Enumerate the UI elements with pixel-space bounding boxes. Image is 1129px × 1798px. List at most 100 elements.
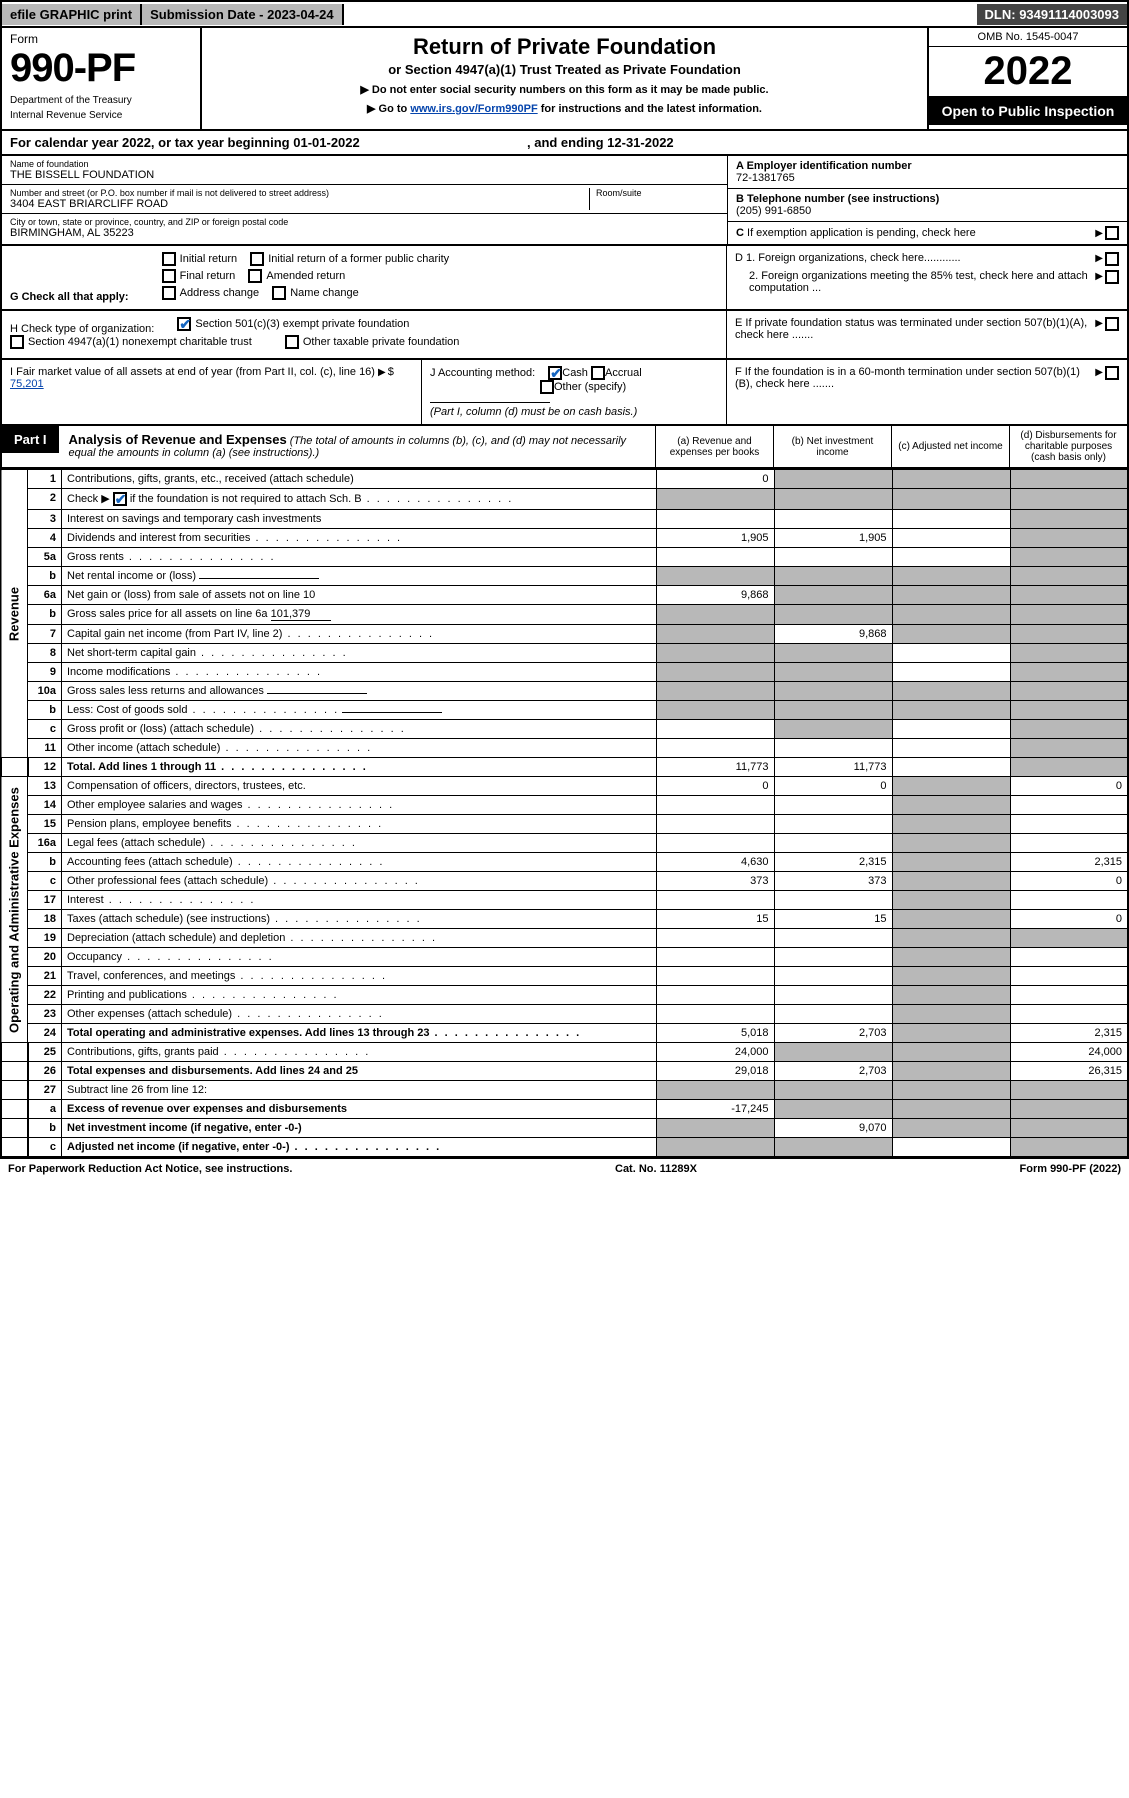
submission-date: Submission Date - 2023-04-24 — [142, 4, 344, 25]
footer-right: Form 990-PF (2022) — [1020, 1163, 1122, 1175]
row-22: 22Printing and publications — [1, 986, 1128, 1005]
ein-label: A Employer identification number — [736, 160, 912, 172]
col-b-header: (b) Net investment income — [773, 426, 891, 467]
g-name-change[interactable]: Name change — [272, 286, 359, 300]
row-9: 9Income modifications — [1, 663, 1128, 682]
row-27a: aExcess of revenue over expenses and dis… — [1, 1100, 1128, 1119]
row-16c: cOther professional fees (attach schedul… — [1, 872, 1128, 891]
row-10c: cGross profit or (loss) (attach schedule… — [1, 720, 1128, 739]
row-27c: cAdjusted net income (if negative, enter… — [1, 1138, 1128, 1158]
tel-label: B Telephone number (see instructions) — [736, 193, 939, 205]
c-checkbox[interactable] — [1105, 226, 1119, 240]
row-23: 23Other expenses (attach schedule) — [1, 1005, 1128, 1024]
row-27: 27Subtract line 26 from line 12: — [1, 1081, 1128, 1100]
part1-header: Part I Analysis of Revenue and Expenses … — [0, 426, 1129, 469]
footer-left: For Paperwork Reduction Act Notice, see … — [8, 1163, 292, 1175]
header-left: Form 990-PF Department of the Treasury I… — [2, 28, 202, 129]
part1-desc: Analysis of Revenue and Expenses (The to… — [59, 426, 655, 467]
f-label: F If the foundation is in a 60-month ter… — [735, 366, 1095, 390]
irs-link[interactable]: www.irs.gov/Form990PF — [410, 103, 537, 115]
row-16b: bAccounting fees (attach schedule)4,6302… — [1, 853, 1128, 872]
tax-year: 2022 — [929, 47, 1127, 97]
e-label: E If private foundation status was termi… — [735, 317, 1095, 341]
d1-label: D 1. Foreign organizations, check here..… — [735, 252, 1095, 266]
row-1: Revenue 1 Contributions, gifts, grants, … — [1, 470, 1128, 489]
name-label: Name of foundation — [10, 159, 719, 169]
page-footer: For Paperwork Reduction Act Notice, see … — [0, 1158, 1129, 1179]
row-16a: 16aLegal fees (attach schedule) — [1, 834, 1128, 853]
g-amended-return[interactable]: Amended return — [248, 269, 345, 283]
d2-checkbox[interactable] — [1105, 270, 1119, 284]
schb-checkbox[interactable] — [113, 492, 127, 506]
row-7: 7Capital gain net income (from Part IV, … — [1, 625, 1128, 644]
g-initial-former[interactable]: Initial return of a former public charit… — [250, 252, 449, 266]
row-19: 19Depreciation (attach schedule) and dep… — [1, 929, 1128, 948]
h-501c3[interactable]: Section 501(c)(3) exempt private foundat… — [177, 317, 409, 331]
row-14: 14Other employee salaries and wages — [1, 796, 1128, 815]
form-subtitle: or Section 4947(a)(1) Trust Treated as P… — [214, 62, 915, 77]
row-3: 3Interest on savings and temporary cash … — [1, 510, 1128, 529]
j-cash[interactable]: Cash — [548, 367, 588, 379]
omb-number: OMB No. 1545-0047 — [929, 28, 1127, 47]
address-label: Number and street (or P.O. box number if… — [10, 188, 589, 198]
g-address-change[interactable]: Address change — [162, 286, 260, 300]
row-20: 20Occupancy — [1, 948, 1128, 967]
calendar-year-row: For calendar year 2022, or tax year begi… — [0, 131, 1129, 156]
dln: DLN: 93491114003093 — [977, 4, 1127, 25]
row-5a: 5aGross rents — [1, 548, 1128, 567]
h-label: H Check type of organization: — [10, 323, 154, 335]
row-8: 8Net short-term capital gain — [1, 644, 1128, 663]
row-15: 15Pension plans, employee benefits — [1, 815, 1128, 834]
j-other[interactable]: Other (specify) — [540, 381, 626, 393]
col-a-header: (a) Revenue and expenses per books — [655, 426, 773, 467]
h-other-taxable[interactable]: Other taxable private foundation — [285, 335, 460, 349]
row-12: 12Total. Add lines 1 through 1111,77311,… — [1, 758, 1128, 777]
open-inspection: Open to Public Inspection — [929, 97, 1127, 125]
d1-checkbox[interactable] — [1105, 252, 1119, 266]
row-11: 11Other income (attach schedule) — [1, 739, 1128, 758]
ein-value: 72-1381765 — [736, 172, 795, 184]
form-label: Form — [10, 32, 192, 46]
row-26: 26Total expenses and disbursements. Add … — [1, 1062, 1128, 1081]
section-h-e: H Check type of organization: Section 50… — [0, 311, 1129, 360]
row-5b: bNet rental income or (loss) — [1, 567, 1128, 586]
h-4947[interactable]: Section 4947(a)(1) nonexempt charitable … — [10, 335, 252, 349]
row-2: 2 Check ▶ if the foundation is not requi… — [1, 489, 1128, 510]
irs: Internal Revenue Service — [10, 110, 192, 121]
f-checkbox[interactable] — [1105, 366, 1119, 380]
expenses-side-label: Operating and Administrative Expenses — [1, 777, 28, 1043]
row-18: 18Taxes (attach schedule) (see instructi… — [1, 910, 1128, 929]
instr-2: ▶ Go to www.irs.gov/Form990PF for instru… — [214, 102, 915, 115]
top-bar: efile GRAPHIC print Submission Date - 20… — [0, 0, 1129, 28]
department: Department of the Treasury — [10, 95, 192, 106]
d2-label: 2. Foreign organizations meeting the 85%… — [735, 270, 1095, 294]
row-10b: bLess: Cost of goods sold — [1, 701, 1128, 720]
g-initial-return[interactable]: Initial return — [162, 252, 237, 266]
section-i-j-f: I Fair market value of all assets at end… — [0, 360, 1129, 426]
row-27b: bNet investment income (if negative, ent… — [1, 1119, 1128, 1138]
e-checkbox[interactable] — [1105, 317, 1119, 331]
city-label: City or town, state or province, country… — [10, 217, 719, 227]
col-d-header: (d) Disbursements for charitable purpose… — [1009, 426, 1127, 467]
g-label: G Check all that apply: — [10, 291, 129, 303]
i-value[interactable]: 75,201 — [10, 378, 44, 390]
part1-table: Revenue 1 Contributions, gifts, grants, … — [0, 469, 1129, 1158]
revenue-side-label: Revenue — [1, 470, 28, 758]
row-21: 21Travel, conferences, and meetings — [1, 967, 1128, 986]
row-17: 17Interest — [1, 891, 1128, 910]
header-right: OMB No. 1545-0047 2022 Open to Public In… — [927, 28, 1127, 129]
c-label: If exemption application is pending, che… — [747, 227, 976, 239]
tel-value: (205) 991-6850 — [736, 205, 811, 217]
g-final-return[interactable]: Final return — [162, 269, 236, 283]
form-header: Form 990-PF Department of the Treasury I… — [0, 28, 1129, 131]
row-4: 4Dividends and interest from securities1… — [1, 529, 1128, 548]
foundation-name: THE BISSELL FOUNDATION — [10, 169, 719, 181]
form-number: 990-PF — [10, 46, 192, 91]
row-10a: 10aGross sales less returns and allowanc… — [1, 682, 1128, 701]
row-6a: 6aNet gain or (loss) from sale of assets… — [1, 586, 1128, 605]
j-note: (Part I, column (d) must be on cash basi… — [430, 406, 637, 418]
col-c-header: (c) Adjusted net income — [891, 426, 1009, 467]
footer-mid: Cat. No. 11289X — [615, 1163, 697, 1175]
row-13: Operating and Administrative Expenses 13… — [1, 777, 1128, 796]
j-accrual[interactable]: Accrual — [591, 367, 642, 379]
